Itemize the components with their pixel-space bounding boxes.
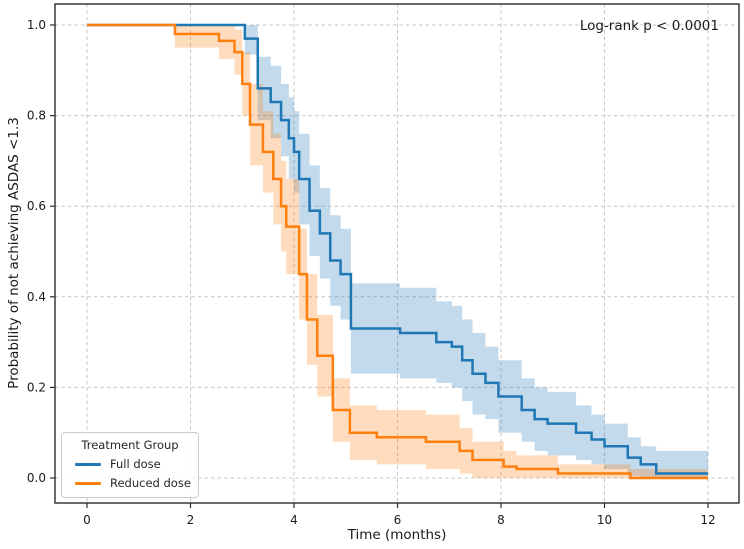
y-axis-ticks: 0.0 0.2 0.4 0.6 0.8 1.0 bbox=[27, 18, 55, 485]
y-tick-label-0.4: 0.4 bbox=[27, 290, 46, 304]
y-axis-label: Probability of not achieving ASDAS <1.3 bbox=[6, 117, 22, 389]
km-curve-reduced-dose bbox=[87, 23, 708, 480]
y-tick-label-0.8: 0.8 bbox=[27, 109, 46, 123]
km-curve-full-dose bbox=[87, 23, 708, 475]
y-tick-label-0.6: 0.6 bbox=[27, 199, 46, 213]
reduced-dose-line-swatch bbox=[75, 481, 101, 485]
legend-title: Treatment Group bbox=[81, 438, 179, 452]
x-tick-label-2: 2 bbox=[187, 513, 195, 527]
y-tick-label-0.2: 0.2 bbox=[27, 380, 46, 394]
x-tick-label-6: 6 bbox=[394, 513, 402, 527]
x-tick-label-0: 0 bbox=[83, 513, 91, 527]
x-tick-label-10: 10 bbox=[597, 513, 612, 527]
legend-item-reduced-dose: Reduced dose bbox=[70, 476, 191, 490]
legend-label-full-dose: Full dose bbox=[110, 457, 161, 471]
logrank-p-annotation: Log-rank p < 0.0001 bbox=[579, 18, 719, 34]
x-tick-label-4: 4 bbox=[290, 513, 298, 527]
y-tick-label-0.0: 0.0 bbox=[27, 471, 46, 485]
legend-label-reduced-dose: Reduced dose bbox=[110, 476, 191, 490]
full-dose-line-swatch bbox=[75, 462, 101, 466]
x-axis-ticks: 0 2 4 6 8 10 12 bbox=[83, 503, 716, 527]
x-tick-label-12: 12 bbox=[700, 513, 715, 527]
legend-item-full-dose: Full dose bbox=[70, 457, 190, 471]
y-tick-label-1.0: 1.0 bbox=[27, 18, 46, 32]
x-tick-label-8: 8 bbox=[497, 513, 505, 527]
x-axis-label: Time (months) bbox=[347, 527, 447, 543]
legend: Treatment Group Full dose Reduced dose bbox=[61, 432, 199, 498]
